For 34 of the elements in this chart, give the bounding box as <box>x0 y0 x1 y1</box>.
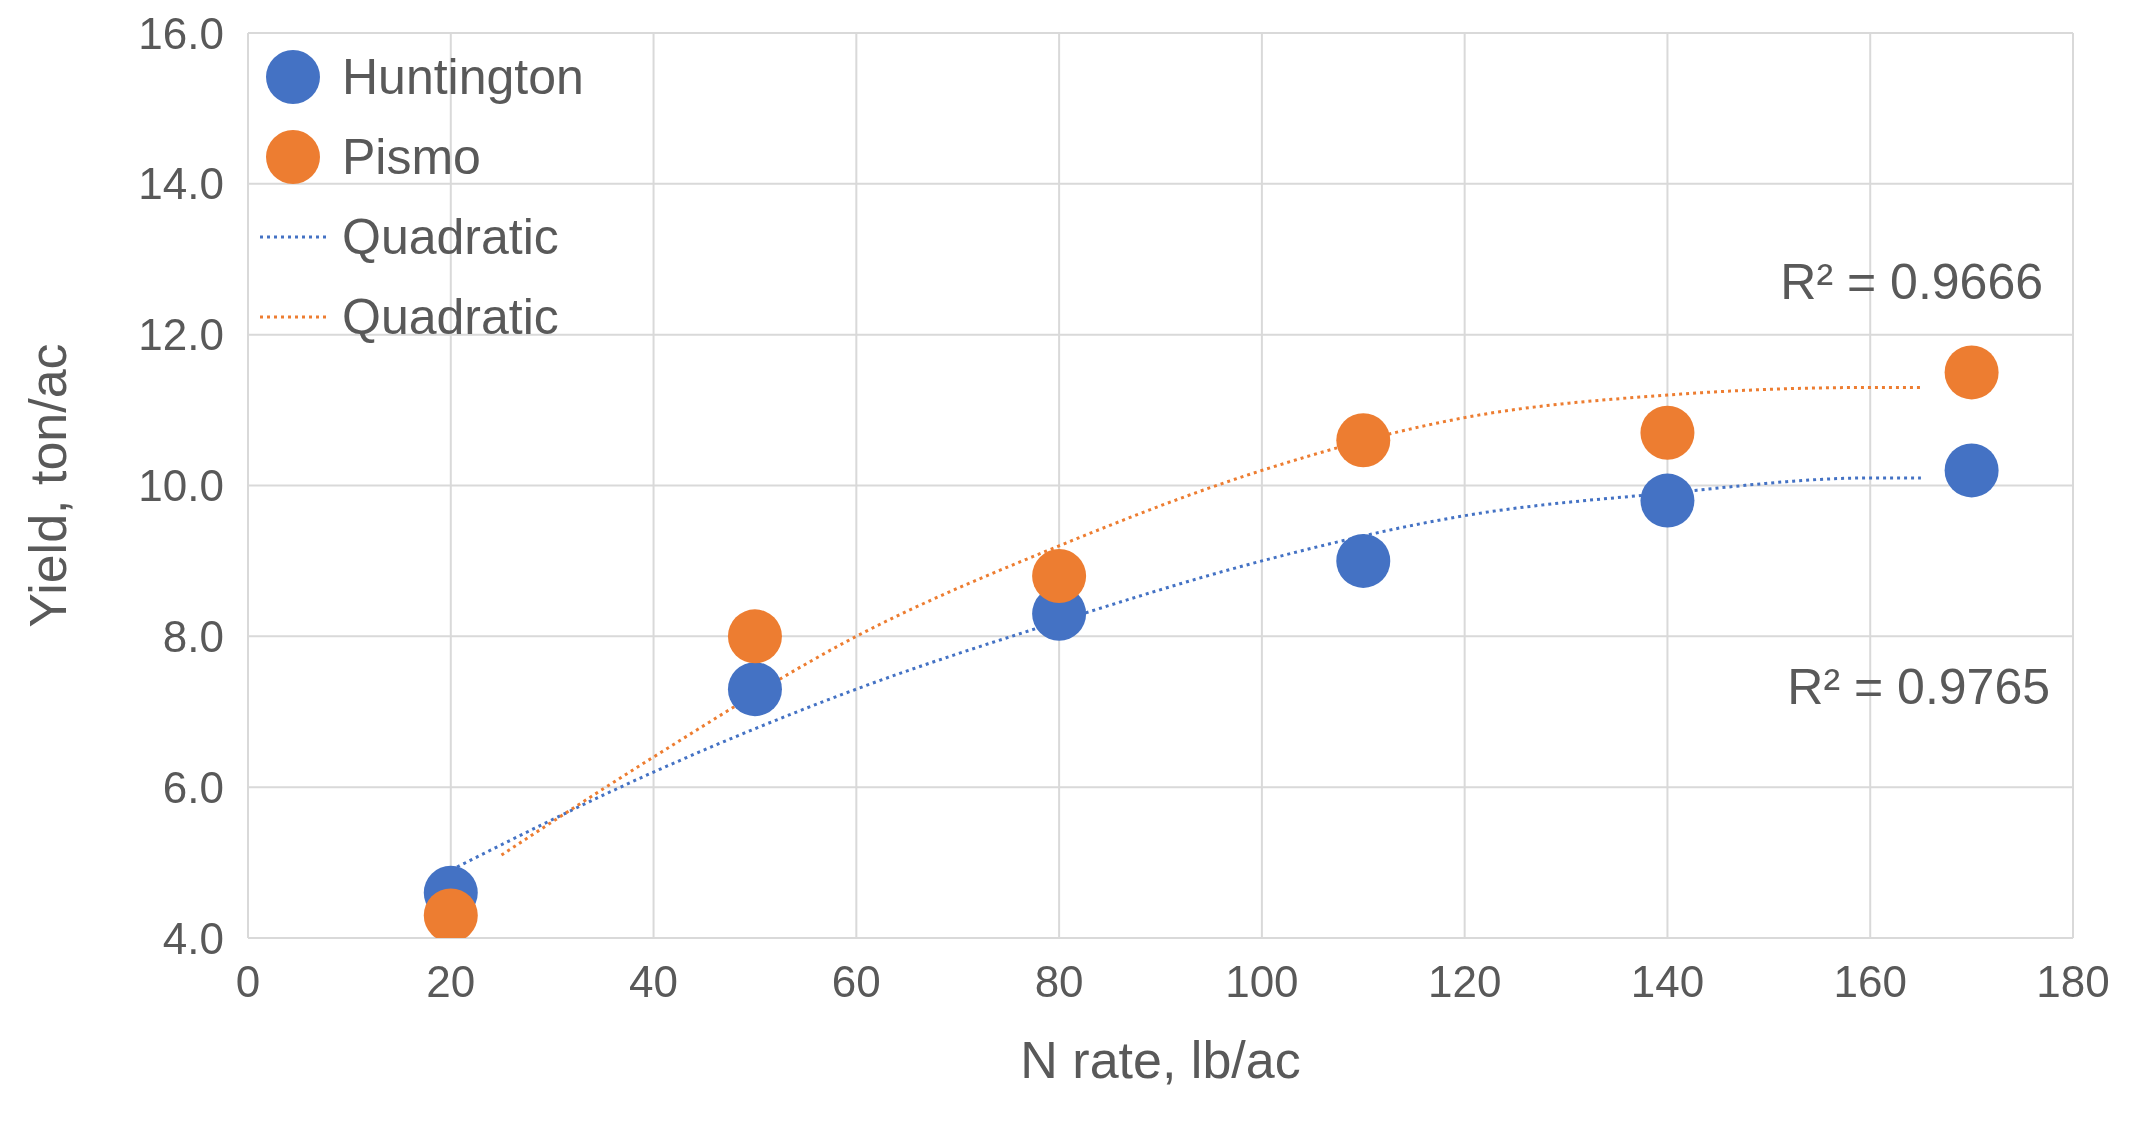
annotation: R² = 0.9666 <box>1780 253 2043 311</box>
point <box>1640 473 1695 528</box>
legend-label: Quadratic <box>342 288 559 346</box>
point <box>727 609 782 664</box>
legend-label: Quadratic <box>342 208 559 266</box>
x-tick-label: 160 <box>1833 957 1907 1007</box>
y-tick-label: 10.0 <box>138 461 224 511</box>
point <box>1336 413 1391 468</box>
annotation: R² = 0.9765 <box>1787 658 2050 716</box>
y-tick-label: 14.0 <box>138 159 224 209</box>
legend-label: Huntington <box>342 48 584 106</box>
point <box>1944 345 1999 400</box>
x-tick-label: 100 <box>1225 957 1299 1007</box>
point <box>727 662 782 717</box>
y-tick-label: 8.0 <box>162 611 224 661</box>
y-axis-title: Yield, ton/ac <box>19 343 78 628</box>
x-tick-label: 40 <box>629 957 679 1007</box>
legend-label: Pismo <box>342 128 481 186</box>
x-axis-title: N rate, lb/ac <box>1020 1031 1301 1089</box>
point <box>1336 533 1391 588</box>
x-tick-label: 140 <box>1630 957 1705 1007</box>
y-tick-label: 12.0 <box>138 310 224 360</box>
x-tick-label: 180 <box>2036 957 2110 1007</box>
point <box>1640 405 1695 460</box>
x-tick-label: 0 <box>235 957 261 1007</box>
y-tick-label: 16.0 <box>138 8 224 58</box>
x-tick-label: 120 <box>1427 957 1502 1007</box>
point <box>1944 443 1999 498</box>
y-tick-label: 4.0 <box>162 913 224 963</box>
point <box>1032 549 1087 603</box>
y-tick-label: 6.0 <box>162 762 224 812</box>
x-tick-label: 80 <box>1034 957 1084 1007</box>
x-tick-label: 60 <box>831 957 881 1007</box>
x-tick-label: 20 <box>426 957 476 1007</box>
